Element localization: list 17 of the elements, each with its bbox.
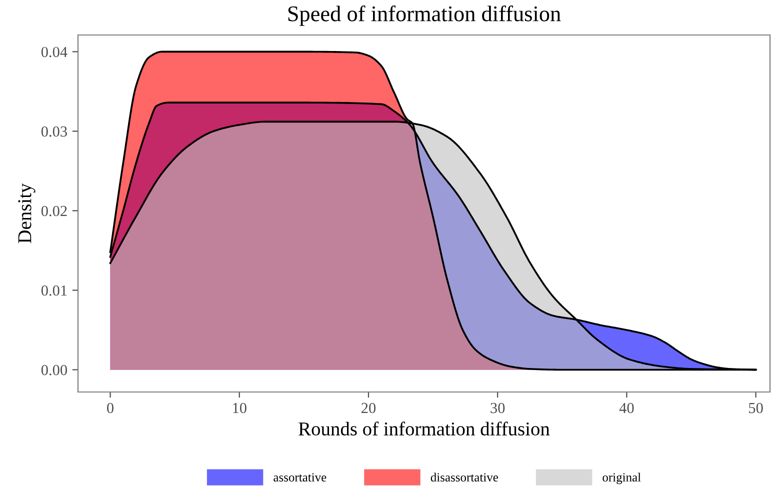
- x-tick-label: 10: [233, 402, 246, 414]
- y-tick-label: 0.01: [41, 285, 67, 296]
- legend-label: disassortative: [430, 472, 498, 482]
- y-axis-title: Density: [18, 183, 36, 244]
- x-tick-label: 40: [619, 402, 634, 414]
- x-tick-label: 0: [107, 402, 114, 414]
- x-axis-title: Rounds of information diffusion: [298, 422, 550, 436]
- y-tick-label: 0.04: [41, 46, 68, 58]
- legend-label: original: [602, 472, 641, 484]
- x-tick-label: 50: [749, 402, 763, 414]
- y-tick-label: 0.00: [41, 364, 67, 376]
- x-tick-label: 30: [490, 402, 505, 414]
- x-tick-label: 20: [362, 402, 376, 414]
- chart-title: Speed of information diffusion: [288, 5, 561, 26]
- y-tick-label: 0.02: [41, 206, 67, 216]
- y-tick-label: 0.03: [41, 126, 67, 137]
- legend-label: assortative: [274, 473, 326, 482]
